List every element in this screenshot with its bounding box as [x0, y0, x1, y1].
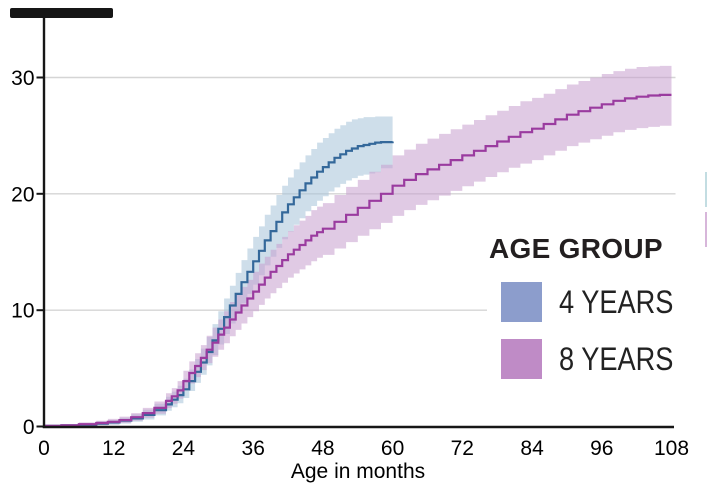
y-tick-label-20: 20 [11, 183, 34, 206]
legend-item-4-years: 4 YEARS [501, 282, 694, 322]
x-tick-label-60: 60 [381, 437, 404, 460]
legend-swatch-4-years [501, 282, 542, 322]
x-tick-label-72: 72 [451, 437, 474, 460]
step-line-8-years [44, 93, 672, 427]
y-tick-label-10: 10 [11, 300, 34, 323]
y-tick-label-30: 30 [11, 67, 34, 90]
ci-ribbon-4-years [44, 116, 393, 427]
x-tick-label-36: 36 [242, 437, 265, 460]
legend-item-8-years: 8 YEARS [501, 339, 694, 379]
x-tick-label-12: 12 [102, 437, 125, 460]
top-edge-artifact-bar [10, 8, 113, 18]
legend-label-8-years: 8 YEARS [559, 340, 674, 377]
x-tick-label-24: 24 [172, 437, 196, 460]
legend-swatch-8-years [501, 339, 542, 379]
ci-ribbon-8-years [44, 65, 672, 427]
x-tick-label-96: 96 [590, 437, 613, 460]
legend-title: AGE GROUP [489, 233, 663, 264]
step-line-4-years [44, 141, 394, 427]
x-tick-label-0: 0 [38, 437, 50, 460]
y-tick-label-0: 0 [23, 416, 35, 439]
x-axis-title: Age in months [290, 460, 426, 483]
edge-mark-1 [705, 212, 707, 247]
edge-mark-0 [705, 172, 707, 207]
legend: AGE GROUP 4 YEARS 8 YEARS [487, 232, 704, 387]
x-tick-label-108: 108 [654, 437, 689, 460]
x-tick-label-84: 84 [520, 437, 544, 460]
legend-label-4-years: 4 YEARS [559, 283, 674, 320]
x-tick-label-48: 48 [311, 437, 334, 460]
